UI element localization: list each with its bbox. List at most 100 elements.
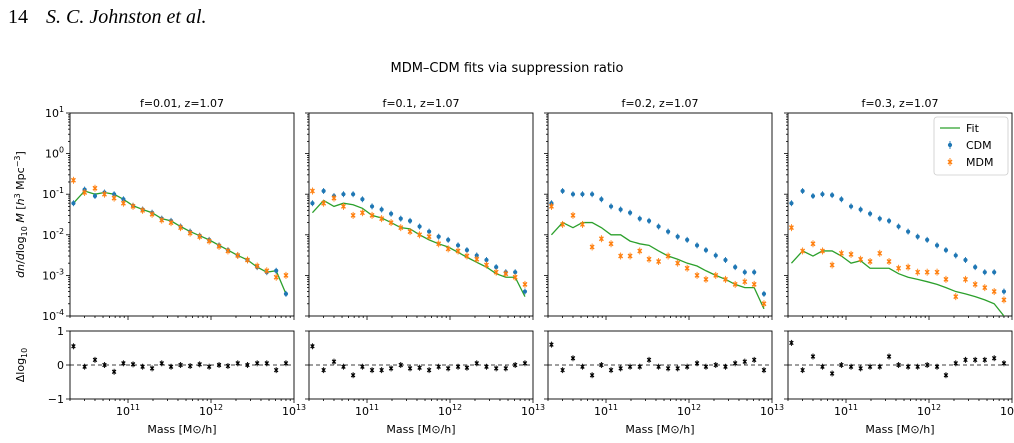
mdm-point (522, 281, 528, 287)
fit-line (790, 250, 1005, 316)
x-tick-label: 1013 (521, 403, 545, 418)
x-tick-label: 1012 (199, 403, 223, 418)
mdm-point (905, 264, 911, 270)
residual-point (206, 364, 212, 369)
mdm-point (178, 225, 184, 231)
fit-line (550, 221, 765, 310)
mdm-point (464, 253, 470, 259)
mdm-point (417, 232, 423, 238)
residual-point (963, 357, 968, 363)
residual-point (924, 362, 930, 368)
data-layer (309, 187, 528, 297)
panel-2: f=0.1, z=1.07 1011 1012 1013 Mass [M⊙/h] (305, 97, 545, 436)
y-tick-label: 10-1 (42, 186, 64, 201)
residual-point (388, 366, 394, 371)
residual-point (417, 365, 422, 370)
cdm-point (590, 192, 595, 197)
cdm-point (570, 192, 576, 197)
mdm-point (321, 200, 327, 206)
residual-point (159, 361, 165, 366)
mdm-point (483, 262, 489, 268)
mdm-point (474, 256, 480, 262)
mdm-point (934, 269, 940, 275)
cdm-point (121, 197, 126, 202)
residual-point (310, 344, 315, 349)
data-layer (788, 187, 1007, 316)
mdm-point (943, 276, 949, 282)
mdm-point (722, 276, 728, 282)
mdm-point (216, 243, 222, 249)
panel-title: f=0.2, z=1.07 (621, 97, 698, 110)
mdm-point (283, 272, 289, 278)
cdm-point (398, 216, 403, 221)
residual-point (982, 357, 988, 363)
cdm-point (494, 265, 499, 270)
residual-point (886, 354, 892, 359)
mdm-point (627, 253, 633, 259)
mdm-point (92, 185, 98, 191)
cdm-point (953, 253, 958, 258)
mdm-point (264, 268, 270, 274)
mdm-point (235, 252, 241, 258)
residual-point (646, 357, 652, 363)
cdm-point (703, 247, 709, 253)
residual-point (197, 362, 202, 367)
cdm-point (867, 211, 873, 216)
residual-point (684, 364, 690, 369)
y-axis-label-top: dn/dlog10 M [h3 Mpc−3] (13, 151, 29, 278)
mdm-point (858, 256, 864, 262)
cdm-point (283, 291, 289, 297)
x-tick-label: 1011 (834, 403, 858, 418)
residual-point (235, 361, 241, 366)
mdm-point (962, 276, 968, 282)
mdm-point (867, 259, 873, 264)
mdm-point (788, 225, 794, 231)
y-axis-label-residual: Δlog10 (14, 348, 29, 382)
y-tick-label: 10-2 (42, 227, 64, 242)
mdm-point (407, 229, 413, 235)
mdm-point (273, 274, 279, 280)
residual-point (839, 362, 844, 368)
residual-point (570, 355, 576, 361)
x-tick-label: 1012 (438, 403, 462, 418)
legend-cdm-label: CDM (966, 139, 992, 152)
residual-point (953, 361, 959, 366)
residual-point (915, 364, 920, 369)
residual-point (369, 367, 375, 373)
mdm-point (684, 265, 690, 271)
mdm-point (675, 260, 681, 266)
residual-point (522, 361, 528, 366)
cdm-point (915, 234, 920, 239)
cdm-point (274, 268, 279, 273)
mdm-point (646, 256, 652, 262)
mdm-point (886, 259, 892, 264)
mdm-point (70, 177, 76, 183)
cdm-point (858, 207, 863, 212)
cdm-point (446, 237, 451, 242)
legend: Fit CDM MDM (933, 116, 1009, 176)
cdm-point (723, 257, 728, 263)
residual-point (877, 364, 883, 369)
cdm-point (820, 192, 825, 197)
mdm-point (398, 225, 404, 231)
cdm-point (560, 188, 565, 194)
cdm-point (943, 247, 949, 253)
mdm-point (120, 200, 126, 206)
mdm-point (379, 216, 385, 222)
residual-point (858, 366, 863, 371)
mdm-point (848, 251, 854, 257)
cdm-point (646, 218, 652, 223)
cdm-point (341, 192, 346, 197)
residual-point (934, 364, 940, 369)
data-layer (70, 176, 289, 297)
legend-fit-label: Fit (966, 122, 980, 135)
residual-point (225, 363, 231, 369)
mdm-point (1001, 297, 1007, 303)
residual-point (140, 364, 145, 369)
residual-point (379, 367, 384, 373)
mdm-point (225, 248, 231, 254)
mdm-point (560, 221, 566, 227)
residual-point (896, 362, 901, 368)
cdm-point (656, 224, 661, 229)
